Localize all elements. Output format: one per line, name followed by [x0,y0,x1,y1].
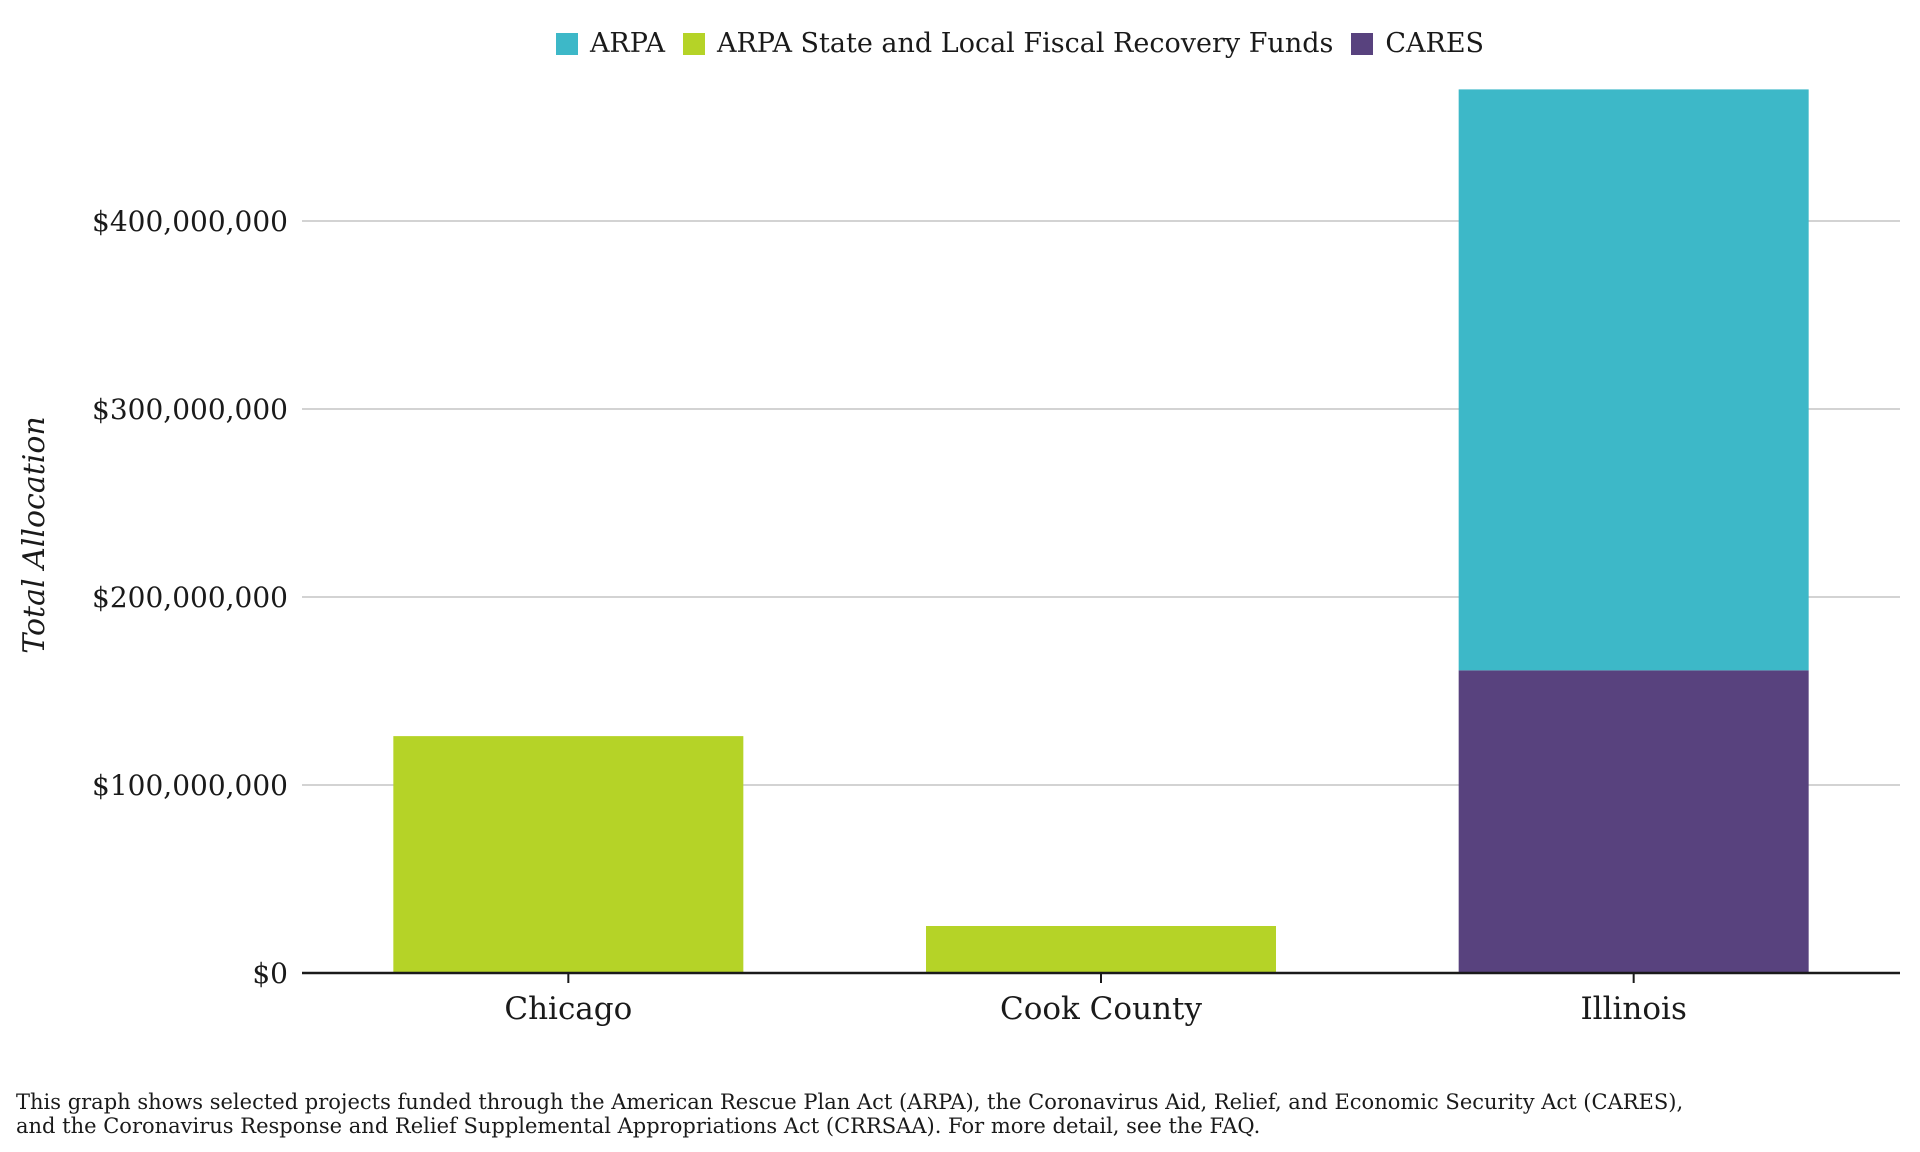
legend-item-arpa[interactable]: ARPA [555,28,665,59]
chart-legend: ARPA ARPA State and Local Fiscal Recover… [0,28,1920,59]
y-tick-label: $300,000,000 [92,393,288,426]
legend-item-arpa-slfrf[interactable]: ARPA State and Local Fiscal Recovery Fun… [682,28,1334,59]
bar-chicago-arpa-state-and-local-fiscal-recovery-funds[interactable] [393,736,744,973]
y-axis-title: Total Allocation [17,416,52,653]
y-tick-label: $0 [252,957,288,990]
axes [302,971,1900,983]
axis-labels: Total Allocation $0 $100,000,000 $200,000,… [17,205,1687,1027]
bar-cook-county-arpa-state-and-local-fiscal-recovery-funds[interactable] [926,926,1276,973]
bar-group [393,89,1809,973]
legend-item-cares[interactable]: CARES [1351,28,1484,59]
bar-illinois-arpa[interactable] [1458,89,1809,671]
legend-swatch-cares [1351,32,1374,55]
x-tick-label: Illinois [1580,991,1686,1027]
legend-swatch-arpa [555,32,578,55]
y-tick-label: $100,000,000 [92,769,288,802]
legend-label-arpa-slfrf: ARPA State and Local Fiscal Recovery Fun… [716,28,1334,59]
legend-swatch-arpa-slfrf [682,32,705,55]
caption-line-2: and the Coronavirus Response and Relief … [16,1114,1261,1138]
legend-label-cares: CARES [1385,28,1485,59]
y-tick-label: $400,000,000 [92,205,288,238]
bar-illinois-cares[interactable] [1458,670,1809,973]
y-tick-label: $200,000,000 [92,581,288,614]
caption-line-1: This graph shows selected projects funde… [16,1090,1684,1114]
chart-caption: This graph shows selected projects funde… [16,1090,1896,1138]
x-tick-label: Cook County [1000,991,1202,1027]
legend-label-arpa: ARPA [589,28,665,59]
x-tick-label: Chicago [504,991,632,1027]
